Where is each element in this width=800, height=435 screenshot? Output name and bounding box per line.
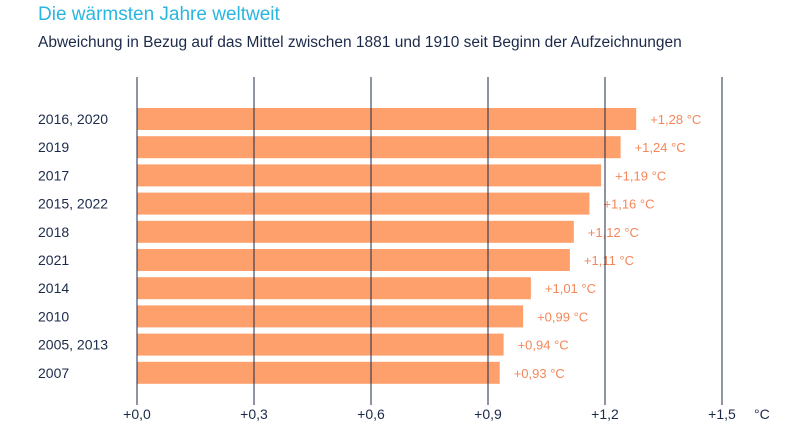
value-label: +1,16 °C [603,197,654,212]
x-tick-label: +0,0 [123,406,151,422]
x-tick-label: +0,3 [240,406,268,422]
chart-title: Die wärmsten Jahre weltweit [38,4,280,25]
category-label: 2021 [38,252,69,268]
value-label: +1,28 °C [650,112,701,127]
category-label: 2010 [38,308,69,324]
bar [137,220,574,243]
bar [137,164,602,187]
bar [137,108,637,130]
x-tick-label: +1,5 [708,406,736,422]
value-label: +1,24 °C [635,140,686,155]
bar [137,277,531,300]
x-tick-label: +1,2 [591,406,619,422]
value-label: +1,01 °C [545,281,596,296]
x-tick-label: +0,6 [357,406,385,422]
value-label: +0,99 °C [537,309,588,324]
bar [137,192,590,215]
category-label: 2016, 2020 [38,111,108,127]
category-label: 2018 [38,224,69,240]
value-label: +0,94 °C [518,338,569,353]
category-label: 2017 [38,167,69,183]
category-label: 2015, 2022 [38,196,108,212]
category-label: 2019 [38,139,69,155]
bar [137,361,500,384]
category-label: 2007 [38,365,69,381]
bar [137,305,524,328]
bar [137,333,504,356]
value-label: +0,93 °C [514,366,565,381]
value-label: +1,12 °C [588,225,639,240]
chart-subtitle: Abweichung in Bezug auf das Mittel zwisc… [38,34,682,51]
x-tick-label: +0,9 [474,406,502,422]
value-label: +1,11 °C [584,253,634,268]
bar [137,249,570,271]
category-label: 2014 [38,280,69,296]
bar [137,136,621,159]
category-label: 2005, 2013 [38,337,108,353]
value-label: +1,19 °C [615,168,666,183]
x-unit-label: °C [754,406,770,422]
